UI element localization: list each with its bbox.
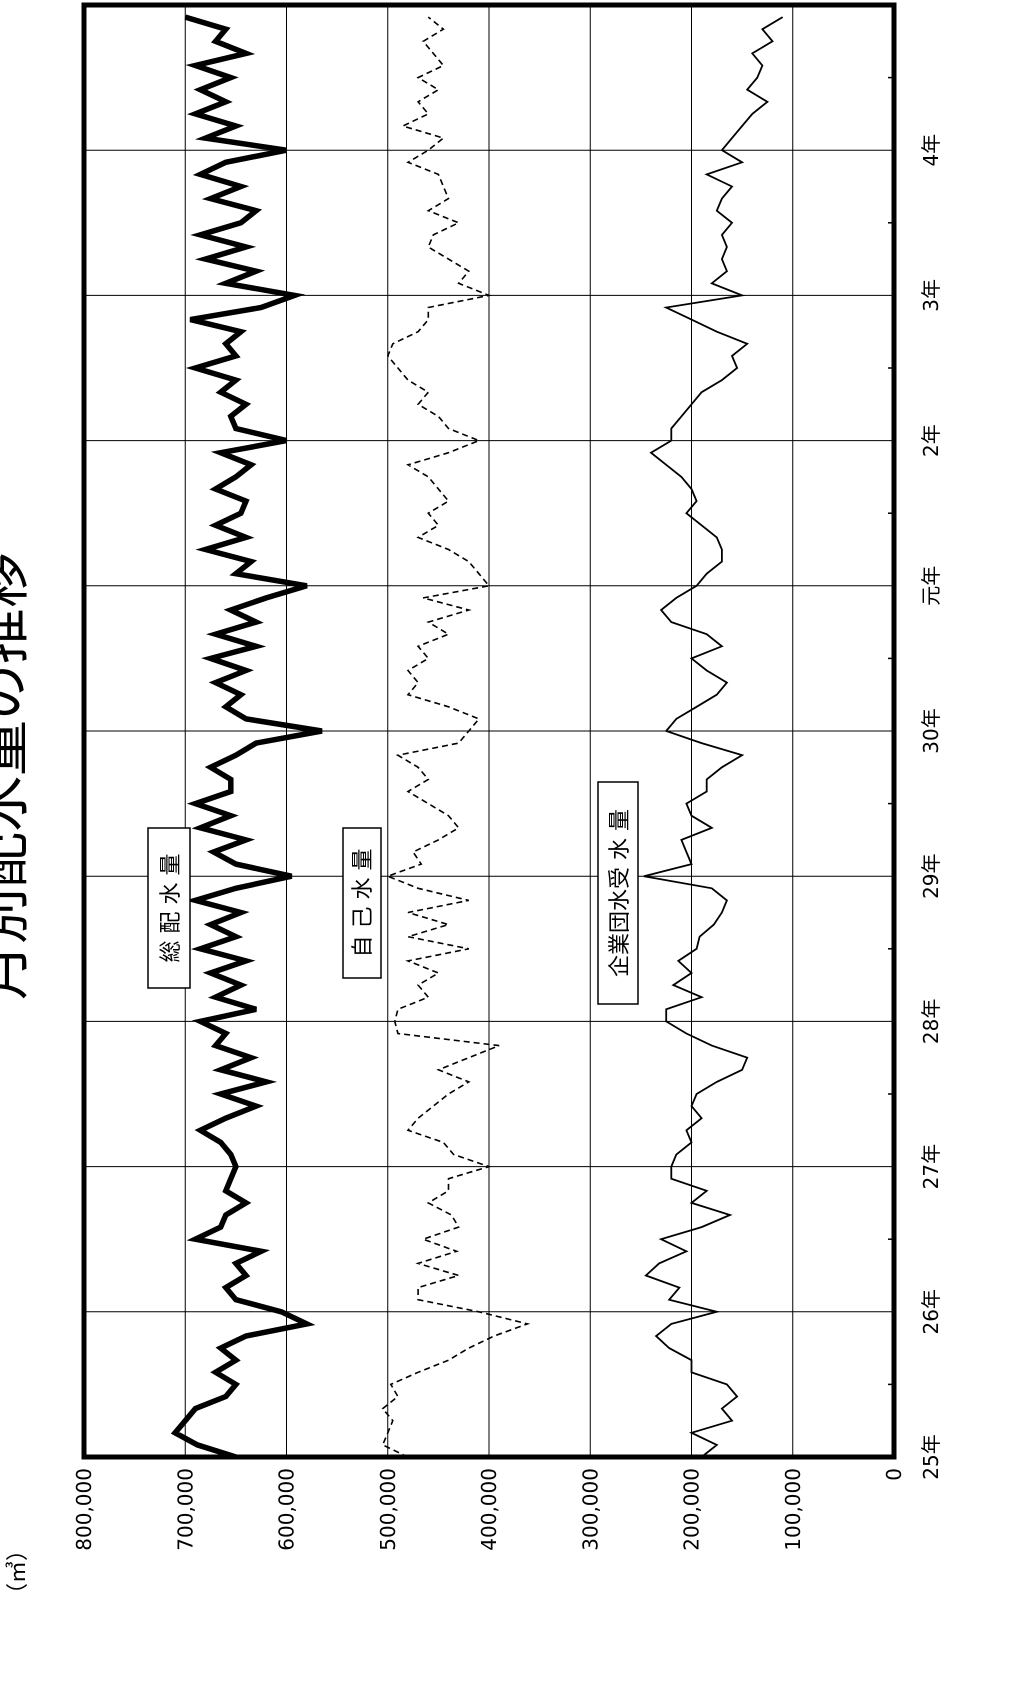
y-axis-tick-labels: 0 100,000 200,000 300,000 400,000 500,000 600,…	[72, 1468, 906, 1551]
x-tick-label: 3年	[919, 279, 943, 312]
x-tick-label: 29年	[919, 853, 943, 898]
y-tick-label: 800,000	[72, 1468, 96, 1551]
y-tick-label: 600,000	[275, 1468, 299, 1551]
x-tick-label: 25年	[919, 1434, 943, 1479]
y-tick-label: 400,000	[477, 1468, 501, 1551]
series-layer	[170, 14, 784, 1460]
label-total: 総 配 水 量	[147, 827, 191, 989]
y-tick-label: 200,000	[680, 1468, 704, 1551]
label-total-text: 総 配 水 量	[159, 854, 184, 963]
series-line-0	[170, 14, 323, 1460]
y-tick-label: 700,000	[173, 1468, 197, 1551]
x-tick-label: 30年	[919, 708, 943, 753]
x-tick-label: 26年	[919, 1289, 943, 1334]
x-axis-tick-labels: 25年 26年 27年 28年 29年 30年 元年 2年 3年 4年	[919, 134, 943, 1480]
y-tick-label: 100,000	[781, 1468, 805, 1551]
unit-label: （㎥）	[5, 1539, 31, 1605]
y-tick-label: 0	[882, 1468, 906, 1481]
x-tick-label: 27年	[919, 1144, 943, 1189]
plot-frame	[81, 2, 897, 1460]
x-tick-label: 28年	[919, 999, 943, 1044]
series-line-1	[381, 16, 531, 1458]
chart-title: 月別配水量の推移	[0, 552, 36, 1000]
x-tick-label: 4年	[919, 134, 943, 167]
y-tick-label: 300,000	[578, 1468, 602, 1551]
x-tick-label: 元年	[919, 566, 943, 606]
y-tick-label: 500,000	[376, 1468, 400, 1551]
x-tick-label: 2年	[919, 424, 943, 457]
label-own-text: 自 己 水 量	[351, 849, 376, 958]
label-supply-text: 企業団水受 水 量	[608, 809, 633, 977]
label-own: 自 己 水 量	[342, 827, 382, 979]
label-supply: 企業団水受 水 量	[597, 781, 639, 1005]
series-line-2	[643, 16, 784, 1458]
